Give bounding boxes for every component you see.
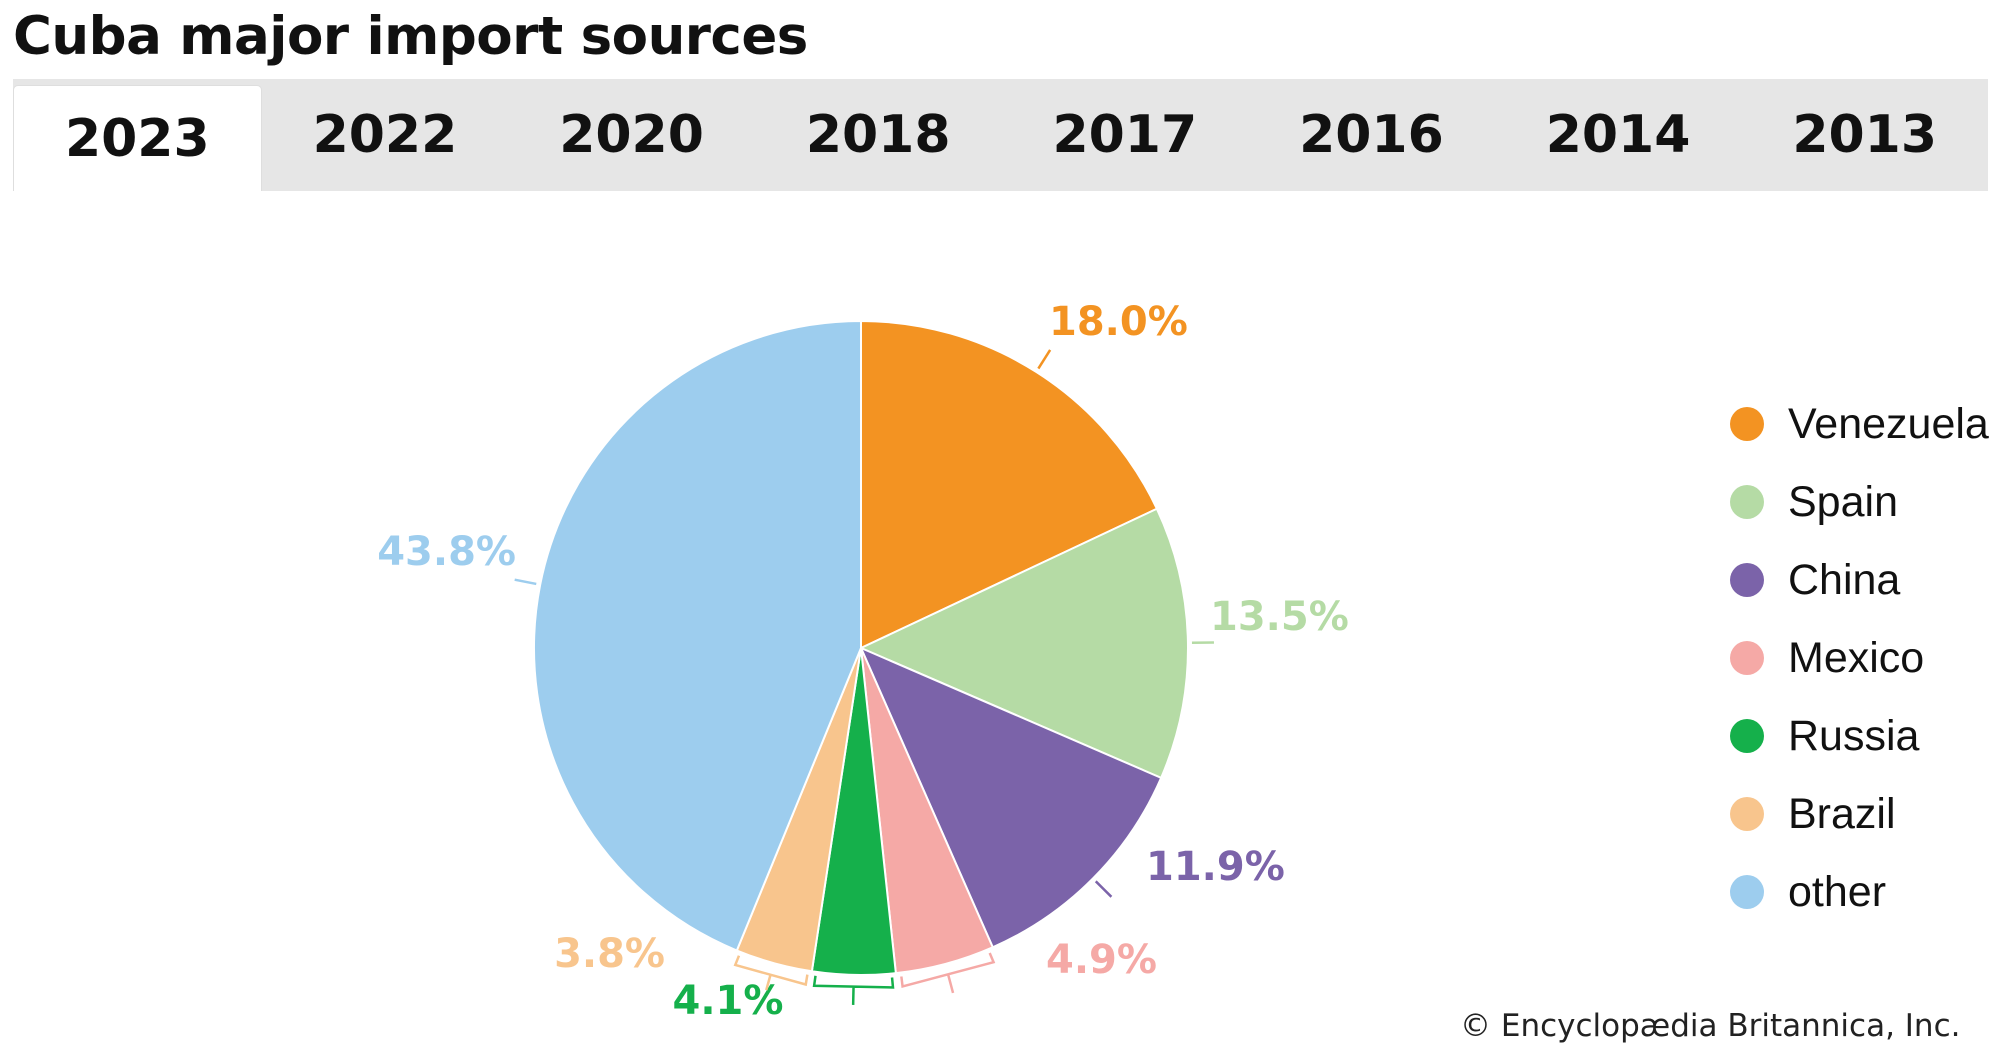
legend-swatch	[1730, 875, 1764, 909]
legend-item-brazil: Brazil	[1730, 775, 1989, 853]
legend-item-spain: Spain	[1730, 463, 1989, 541]
legend-swatch	[1730, 563, 1764, 597]
data-label-brazil: 3.8%	[554, 931, 665, 977]
leader-line-russia	[812, 975, 895, 1005]
chart-legend: Venezuela Spain China Mexico Russia Brazil oth…	[1730, 385, 1989, 931]
pie-slice-china	[859, 646, 1163, 949]
legend-swatch	[1730, 641, 1764, 675]
data-label-venezuela: 18.0%	[1049, 299, 1188, 345]
legend-item-china: China	[1730, 541, 1989, 619]
tab-2013[interactable]: 2013	[1792, 105, 1938, 165]
legend-swatch	[1730, 797, 1764, 831]
leader-line-china	[1094, 880, 1113, 898]
legend-label: Mexico	[1788, 633, 1925, 682]
copyright-notice: © Encyclopædia Britannica, Inc.	[1460, 1008, 1961, 1044]
data-label-china: 11.9%	[1146, 844, 1285, 890]
legend-label: Brazil	[1788, 789, 1896, 838]
legend-item-other: other	[1730, 853, 1989, 931]
leader-line-other	[514, 578, 537, 586]
tab-2022[interactable]: 2022	[312, 105, 458, 165]
tab-2017[interactable]: 2017	[1052, 105, 1198, 165]
legend-label: Venezuela	[1788, 399, 1989, 448]
tab-2014[interactable]: 2014	[1545, 105, 1691, 165]
legend-item-venezuela: Venezuela	[1730, 385, 1989, 463]
legend-swatch	[1730, 485, 1764, 519]
data-label-russia: 4.1%	[673, 978, 784, 1024]
legend-label: Russia	[1788, 711, 1920, 760]
pie-slice-spain	[858, 507, 1189, 780]
tab-2023[interactable]: 2023	[13, 85, 262, 191]
leader-line-mexico	[900, 952, 996, 994]
legend-label: China	[1788, 555, 1901, 604]
data-label-mexico: 4.9%	[1046, 937, 1157, 983]
legend-label: other	[1788, 867, 1887, 916]
legend-label: Spain	[1788, 477, 1898, 526]
legend-item-russia: Russia	[1730, 697, 1989, 775]
year-tab-bar: 2023 2022 2020 2018 2017 2016 2014 2013	[13, 79, 1988, 191]
legend-swatch	[1730, 719, 1764, 753]
leader-line-brazil	[733, 955, 809, 991]
pie-slice-other	[533, 319, 862, 952]
legend-swatch	[1730, 407, 1764, 441]
page-title: Cuba major import sources	[13, 6, 808, 67]
data-label-spain: 13.5%	[1210, 594, 1349, 640]
data-label-other: 43.8%	[377, 529, 516, 575]
tab-2020[interactable]: 2020	[559, 105, 704, 165]
legend-item-mexico: Mexico	[1730, 619, 1989, 697]
tab-2016[interactable]: 2016	[1299, 105, 1444, 165]
tab-2018[interactable]: 2018	[805, 105, 951, 165]
leader-line-venezuela	[1037, 349, 1052, 370]
pie-slice-venezuela	[860, 319, 1159, 650]
